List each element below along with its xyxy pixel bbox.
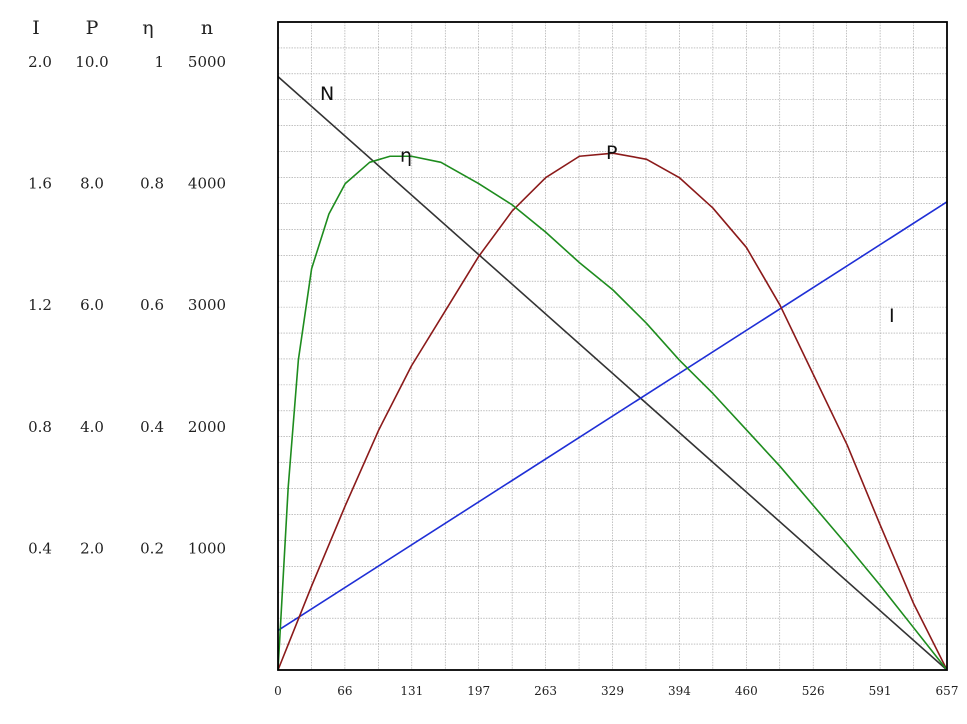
- x-tick-label: 394: [668, 684, 691, 698]
- y-tick-label-P: 4.0: [80, 418, 104, 436]
- axis-header-n: n: [201, 17, 213, 39]
- y-tick-label-eta: 0.8: [140, 175, 164, 193]
- series-label-P: P: [606, 142, 617, 164]
- plot-frame: [277, 21, 948, 671]
- y-tick-label-P: 10.0: [75, 53, 108, 71]
- series-line-N: [277, 75, 948, 671]
- y-tick-label-P: 2.0: [80, 539, 104, 557]
- series-label-N: N: [320, 83, 334, 105]
- x-tick-label: 526: [802, 684, 825, 698]
- x-tick-label: 0: [274, 684, 282, 698]
- y-tick-label-eta: 0.2: [140, 539, 164, 557]
- x-tick-label: 263: [534, 684, 557, 698]
- y-tick-label-P: 6.0: [80, 296, 104, 314]
- axis-header-P: P: [86, 17, 99, 39]
- y-tick-label-n: 4000: [188, 175, 226, 193]
- y-tick-label-I: 0.4: [28, 539, 52, 557]
- y-tick-label-P: 8.0: [80, 175, 104, 193]
- x-tick-label: 460: [735, 684, 758, 698]
- y-tick-label-I: 1.6: [28, 175, 52, 193]
- axis-header-I: I: [32, 17, 40, 39]
- x-tick-label: 657: [936, 684, 959, 698]
- series-line-eta: [277, 155, 948, 671]
- y-tick-label-eta: 0.4: [140, 418, 164, 436]
- y-tick-label-eta: 1: [154, 53, 164, 71]
- y-tick-label-n: 1000: [188, 539, 226, 557]
- x-tick-label: 131: [400, 684, 423, 698]
- y-tick-label-n: 3000: [188, 296, 226, 314]
- y-tick-label-I: 2.0: [28, 53, 52, 71]
- y-tick-label-I: 0.8: [28, 418, 52, 436]
- series-line-I: [277, 201, 948, 632]
- x-tick-label: 591: [869, 684, 892, 698]
- y-tick-label-n: 5000: [188, 53, 226, 71]
- series-label-I: I: [889, 305, 895, 327]
- y-tick-label-I: 1.2: [28, 296, 52, 314]
- y-tick-label-eta: 0.6: [140, 296, 164, 314]
- series-line-P: [277, 152, 948, 671]
- x-tick-label: 66: [337, 684, 352, 698]
- x-tick-label: 197: [467, 684, 490, 698]
- series-label-eta: η: [400, 145, 412, 167]
- y-tick-label-n: 2000: [188, 418, 226, 436]
- axis-header-eta: η: [142, 17, 153, 39]
- x-tick-label: 329: [601, 684, 624, 698]
